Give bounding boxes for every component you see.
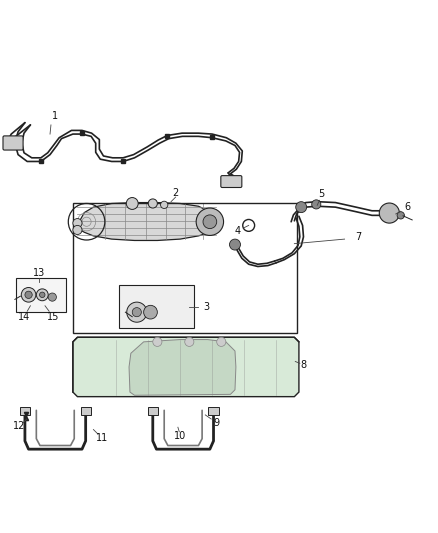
Circle shape	[296, 201, 307, 213]
Circle shape	[217, 337, 226, 346]
Circle shape	[126, 198, 138, 209]
Bar	[119, 285, 194, 328]
Circle shape	[21, 287, 36, 302]
Bar	[81, 407, 91, 415]
Circle shape	[203, 215, 217, 229]
Text: 2: 2	[173, 189, 179, 198]
Text: 12: 12	[13, 421, 26, 431]
Circle shape	[144, 305, 157, 319]
Text: 8: 8	[300, 360, 307, 370]
Polygon shape	[73, 337, 299, 397]
Bar	[148, 407, 158, 415]
Circle shape	[153, 337, 162, 346]
Circle shape	[25, 291, 32, 298]
Text: 13: 13	[32, 268, 45, 278]
Text: 4: 4	[234, 226, 240, 236]
Circle shape	[230, 239, 240, 250]
Circle shape	[397, 212, 404, 219]
Bar	[20, 407, 30, 415]
Text: 10: 10	[174, 431, 186, 441]
Text: 5: 5	[318, 189, 325, 199]
FancyBboxPatch shape	[221, 175, 242, 188]
Circle shape	[36, 289, 48, 301]
Text: 15: 15	[47, 312, 60, 322]
Circle shape	[48, 293, 57, 301]
Text: 1: 1	[52, 111, 58, 121]
Circle shape	[161, 201, 168, 208]
Circle shape	[127, 302, 147, 322]
Bar	[16, 278, 66, 312]
Circle shape	[148, 199, 157, 208]
Bar	[73, 203, 297, 333]
Circle shape	[73, 225, 82, 235]
Circle shape	[196, 208, 223, 236]
Circle shape	[312, 200, 321, 209]
Text: 7: 7	[355, 232, 361, 242]
Bar	[208, 407, 219, 415]
FancyBboxPatch shape	[3, 136, 23, 150]
Text: 9: 9	[214, 418, 220, 427]
Text: 11: 11	[95, 433, 108, 443]
Polygon shape	[129, 340, 236, 395]
Circle shape	[39, 292, 45, 297]
Text: 6: 6	[405, 202, 411, 212]
Polygon shape	[78, 203, 216, 240]
Circle shape	[185, 337, 194, 346]
Circle shape	[132, 308, 141, 317]
Text: 14: 14	[18, 312, 30, 322]
Circle shape	[73, 219, 82, 228]
Circle shape	[379, 203, 399, 223]
Text: 3: 3	[204, 302, 210, 312]
